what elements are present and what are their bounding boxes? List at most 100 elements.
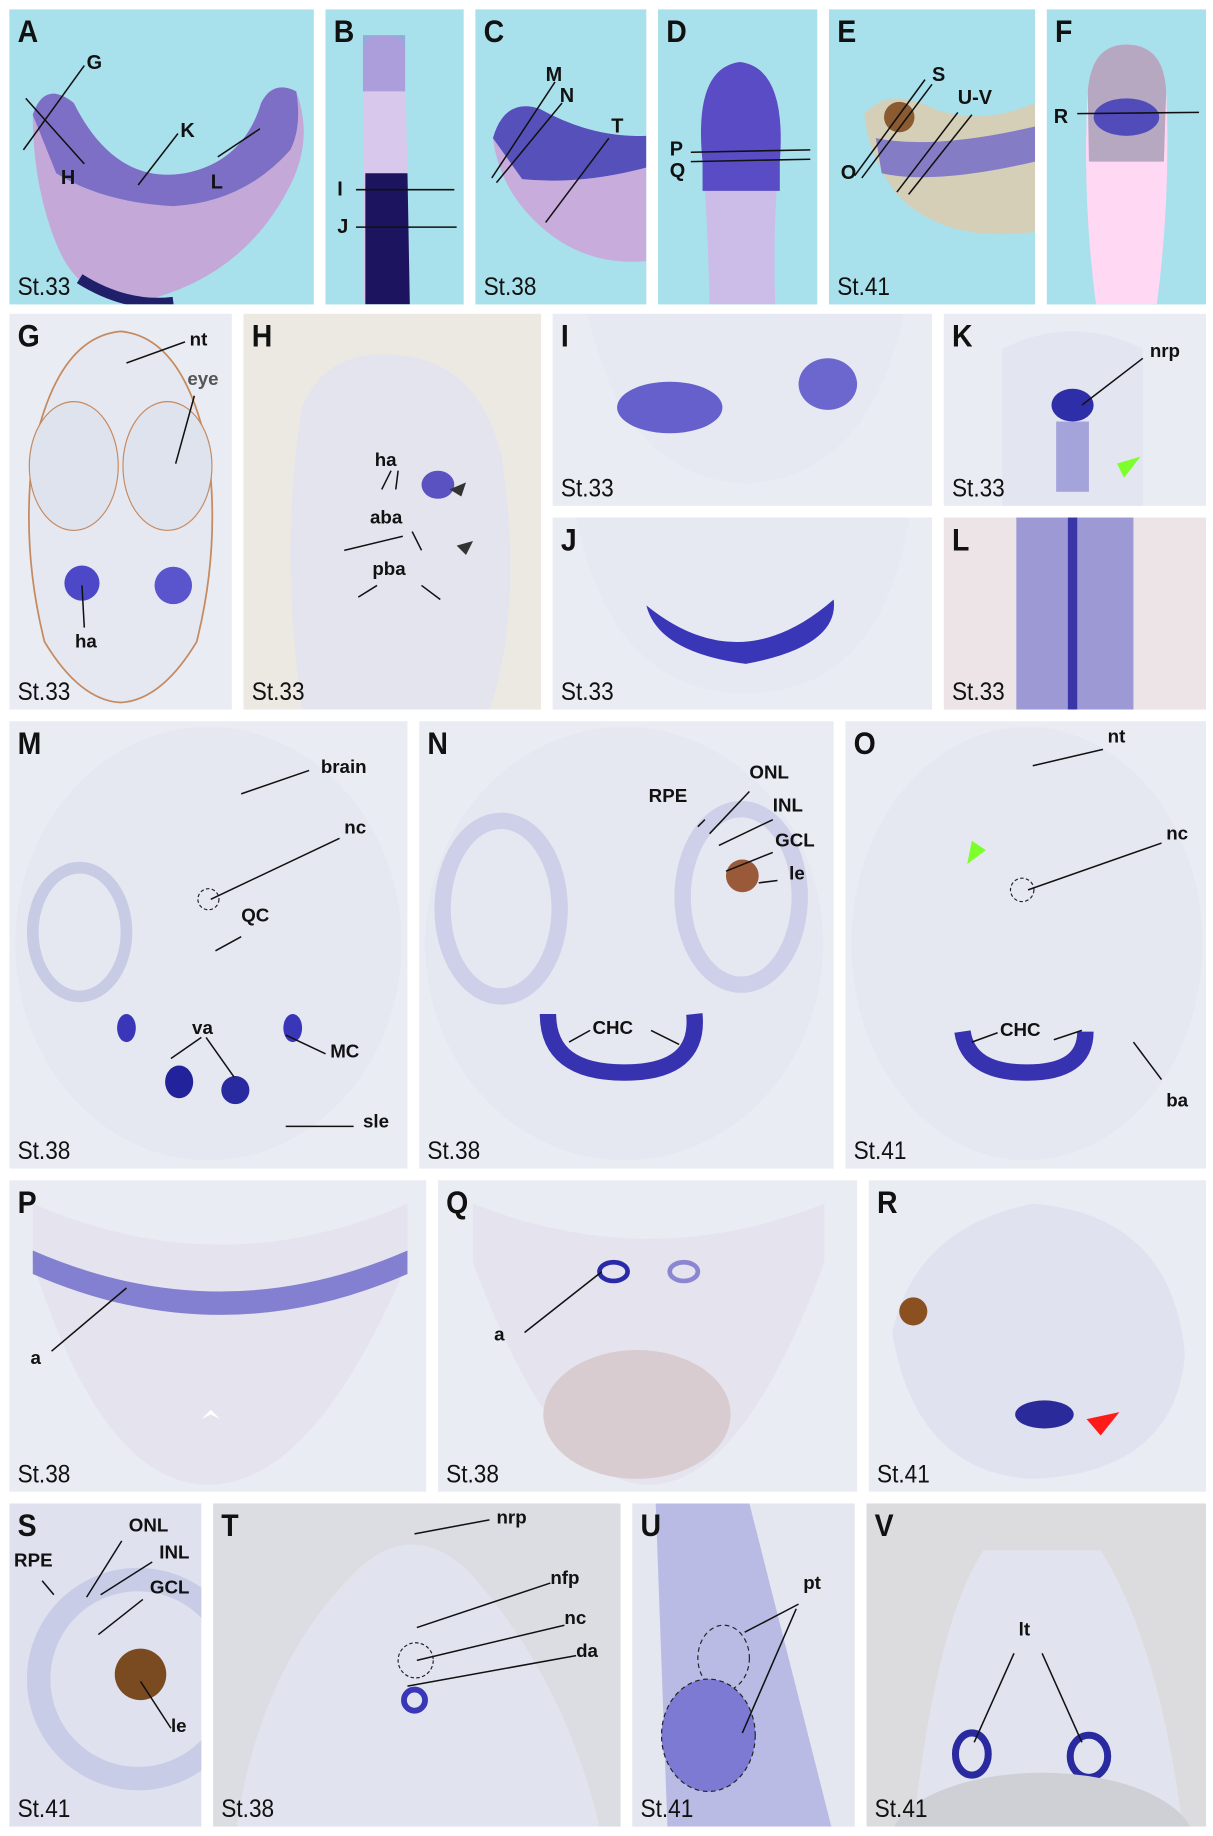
specimen-image — [492, 106, 647, 262]
panel-u: U St.41 pt — [632, 1503, 855, 1827]
annotation-label: INL — [772, 796, 803, 817]
annotation-label: N — [559, 84, 575, 107]
panel-i: I St.33 — [552, 313, 933, 506]
annotation-label: R — [1053, 105, 1069, 128]
stage-label: St.41 — [853, 1138, 907, 1166]
annotation-label: O — [840, 161, 857, 184]
annotation-label: T — [611, 114, 624, 137]
annotation-label: QC — [241, 906, 270, 927]
annotation-label: da — [576, 1641, 598, 1662]
annotation-label: a — [30, 1348, 41, 1369]
panel-e: E St.41 S U-V O — [828, 9, 1036, 305]
panel-t: T St.38 nrp nfp nc da — [213, 1503, 621, 1827]
stage-label: St.38 — [427, 1138, 481, 1166]
annotation-label: brain — [320, 757, 367, 778]
specimen-image — [362, 35, 410, 305]
panel-letter: J — [560, 522, 577, 558]
panel-letter: L — [951, 522, 970, 558]
annotation-label: nt — [189, 330, 208, 351]
specimen-image — [587, 313, 904, 484]
panel-s: S St.41 ONL RPE INL GCL le — [9, 1503, 202, 1827]
annotation-label: ONL — [128, 1516, 169, 1537]
annotation-label: pba — [372, 559, 406, 580]
panel-p: P St.38 a — [9, 1180, 427, 1492]
panel-a: A St.33 G H K L — [9, 9, 314, 305]
panel-r: R St.41 — [868, 1180, 1207, 1492]
panel-l: L St.33 — [943, 517, 1207, 710]
annotation-label: sle — [362, 1112, 390, 1133]
panel-letter: H — [251, 318, 273, 354]
annotation-label: nt — [1107, 727, 1126, 748]
panel-letter: G — [17, 318, 40, 354]
specimen-image — [576, 517, 910, 694]
stage-label: St.41 — [640, 1796, 694, 1824]
panel-letter: C — [483, 14, 505, 50]
specimen-image — [213, 1503, 621, 1827]
annotation-label: I — [337, 177, 343, 201]
annotation-label: U-V — [957, 86, 993, 109]
panel-letter: A — [17, 14, 39, 50]
annotation-label: H — [60, 166, 76, 189]
stage-label: St.38 — [446, 1461, 499, 1489]
panel-letter: Q — [446, 1184, 469, 1221]
annotation-label: nc — [344, 818, 367, 839]
annotation-label: nrp — [1149, 341, 1181, 362]
annotation-label: ha — [74, 632, 97, 653]
panel-letter: N — [427, 725, 448, 762]
specimen-image — [1086, 44, 1168, 305]
annotation-label: G — [86, 51, 103, 74]
stage-label: St.33 — [17, 273, 71, 301]
panel-o: O St.41 nt nc CHC ba — [845, 721, 1207, 1169]
stage-label: St.33 — [560, 679, 614, 707]
panel-letter: E — [837, 14, 857, 50]
panel-letter: T — [221, 1508, 239, 1544]
annotation-label: ba — [1166, 1091, 1189, 1112]
panel-g: G St.33 nt eye ha — [9, 313, 232, 710]
stage-label: St.38 — [17, 1461, 71, 1489]
annotation-label: S — [932, 63, 946, 86]
annotation-label: nfp — [550, 1569, 580, 1589]
panel-letter: R — [877, 1184, 898, 1221]
stage-label: St.33 — [17, 679, 71, 707]
annotation-label: ONL — [749, 763, 789, 784]
panel-letter: I — [560, 318, 569, 354]
stage-label: St.33 — [951, 475, 1005, 503]
annotation-label: L — [210, 170, 223, 194]
panel-letter: F — [1054, 14, 1073, 50]
annotation-label: P — [669, 138, 684, 161]
stage-label: St.41 — [874, 1796, 928, 1824]
specimen-image — [892, 1203, 1185, 1479]
panel-n: N St.38 ONL RPE INL GCL le CHC — [419, 721, 834, 1169]
specimen-image — [864, 98, 1036, 235]
annotation-label: J — [337, 215, 349, 238]
stage-label: St.38 — [483, 273, 537, 301]
panel-letter: P — [17, 1184, 37, 1221]
specimen-image — [32, 1203, 408, 1485]
annotation-label: eye — [187, 370, 219, 390]
annotation-label: lt — [1018, 1620, 1031, 1641]
panel-letter: M — [17, 725, 42, 762]
annotation-label: GCL — [149, 1578, 190, 1599]
annotation-label: a — [494, 1325, 505, 1346]
panel-h: H St.33 ha aba pba — [243, 313, 541, 710]
panel-letter: D — [666, 14, 687, 50]
panel-q: Q St.38 a — [437, 1180, 858, 1492]
specimen-image — [425, 727, 824, 1161]
specimen-image — [32, 87, 304, 305]
specimen-image — [15, 727, 402, 1161]
annotation-label: va — [192, 1018, 213, 1039]
panel-letter: B — [333, 14, 355, 50]
annotation-label: le — [170, 1716, 187, 1737]
stage-label: St.41 — [837, 273, 891, 301]
panel-letter: O — [853, 725, 876, 762]
annotation-label: RPE — [648, 786, 688, 807]
stage-label: St.41 — [877, 1461, 930, 1489]
stage-label: St.41 — [17, 1796, 71, 1824]
annotation-label: K — [180, 119, 195, 142]
annotation-label: GCL — [775, 831, 815, 852]
annotation-label: RPE — [14, 1551, 53, 1572]
annotation-label: le — [789, 864, 805, 885]
